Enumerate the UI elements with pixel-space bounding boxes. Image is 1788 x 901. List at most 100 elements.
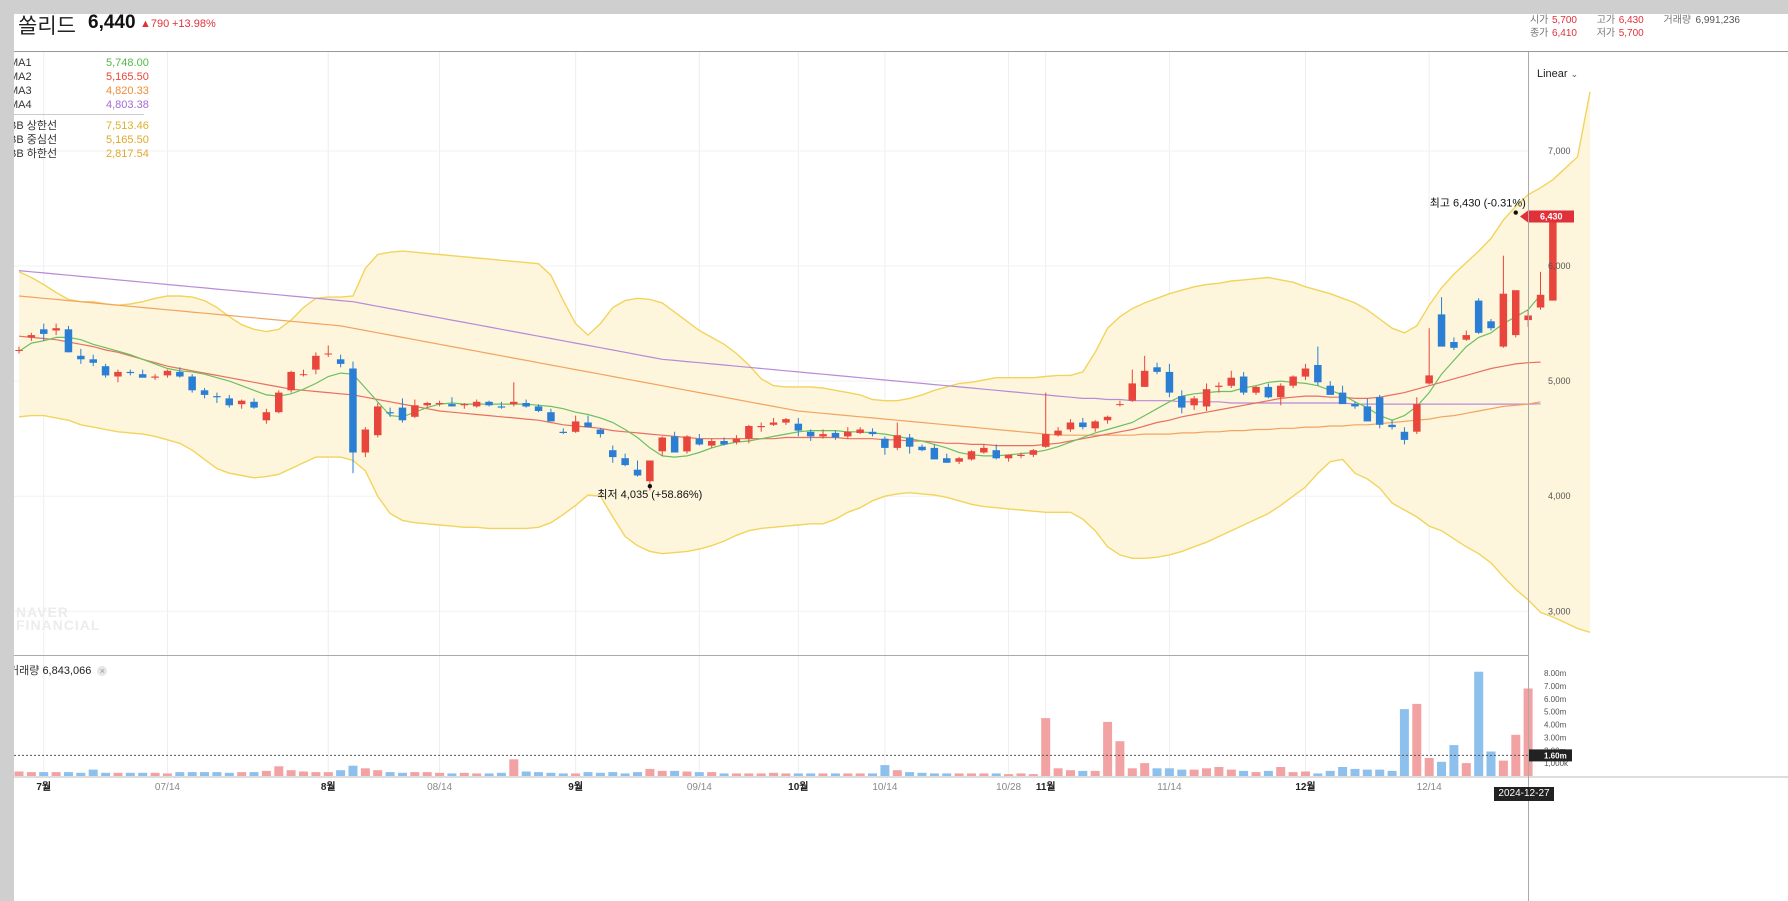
- legend-ma3[interactable]: MA3 4,820.33: [14, 84, 154, 98]
- candle-body: [782, 419, 790, 423]
- x-tick-label: 09/14: [687, 782, 712, 793]
- price-chart[interactable]: 최고 6,430 (-0.31%) 최저 4,035 (+58.86%) 3,000…: [14, 14, 1788, 901]
- legend-bb-upper[interactable]: BB 상한선 7,513.46: [14, 119, 154, 133]
- x-tick-label: 07/14: [155, 782, 180, 793]
- x-tick-label: 9월: [568, 781, 583, 793]
- volume-bar: [608, 772, 618, 776]
- y-tick-label: 7,000: [1548, 146, 1571, 156]
- candle-body: [89, 359, 97, 363]
- volume-bar: [732, 773, 741, 776]
- candle-body: [1425, 375, 1433, 384]
- candle-body: [349, 368, 357, 453]
- x-tick-label: 10월: [788, 781, 808, 793]
- candle-body: [1252, 386, 1260, 393]
- legend-ma3-name: MA3: [14, 85, 32, 97]
- volume-bar: [1474, 671, 1484, 776]
- volume-bar: [459, 772, 469, 776]
- candle-body: [435, 403, 444, 405]
- candle-body: [1437, 314, 1446, 347]
- candle-body: [1017, 454, 1025, 456]
- legend-ma1[interactable]: MA1 5,748.00: [14, 56, 154, 70]
- candle-body: [633, 469, 642, 476]
- candle-body: [1227, 377, 1235, 386]
- volume-bar: [1127, 768, 1137, 776]
- candle-body: [1314, 365, 1322, 383]
- candle-body: [955, 458, 963, 462]
- legend-bb-lower[interactable]: BB 하한선 2,817.54: [14, 147, 154, 161]
- legend-bb-upper-value: 7,513.46: [106, 120, 149, 132]
- candle-body: [745, 426, 753, 439]
- close-icon[interactable]: ×: [97, 666, 108, 676]
- candle-body: [275, 392, 283, 413]
- candle-body: [1549, 218, 1557, 301]
- x-tick-label: 12/14: [1417, 782, 1442, 793]
- legend-ma2[interactable]: MA2 5,165.50: [14, 70, 154, 84]
- panel-divider[interactable]: [14, 655, 1528, 656]
- x-tick-label: 8월: [321, 781, 336, 793]
- ma4-line: [18, 270, 1541, 405]
- candle-body: [101, 366, 110, 376]
- volume-bar: [212, 772, 222, 776]
- candle-body: [250, 401, 258, 408]
- ma3-line: [18, 295, 1541, 436]
- volume-bar: [880, 765, 890, 776]
- volume-bar: [657, 770, 667, 776]
- volume-bar: [249, 772, 259, 776]
- naver-financial-watermark: NAVER FINANCIAL: [16, 604, 100, 632]
- candle-body: [287, 371, 295, 391]
- volume-bar: [929, 773, 939, 776]
- candle-body: [559, 431, 567, 433]
- candle-body: [299, 374, 308, 376]
- candle-body: [1375, 397, 1384, 425]
- volume-bar: [595, 772, 605, 776]
- candle-body: [1178, 396, 1186, 408]
- candle-body: [138, 374, 147, 378]
- candle-body: [1264, 386, 1273, 398]
- last-price-tag: [1520, 210, 1574, 223]
- volume-bar: [398, 772, 407, 776]
- candle-body: [1388, 424, 1396, 428]
- candle-body: [1215, 385, 1223, 387]
- candle-body: [1054, 430, 1062, 436]
- volume-bar: [472, 773, 482, 776]
- volume-bar: [422, 772, 432, 776]
- volume-bar: [200, 772, 209, 776]
- volume-bar: [336, 770, 346, 776]
- volume-bar: [682, 771, 692, 776]
- volume-bar: [1202, 768, 1211, 776]
- candle-body: [1128, 383, 1136, 401]
- stock-header: 쏠리드 6,440 ▲790 +13.98% 시가 5,700 고가 6,430 거…: [14, 14, 1788, 52]
- watermark-line-1: NAVER: [16, 604, 69, 620]
- volume-bar: [1251, 772, 1261, 776]
- volume-bar: [496, 772, 506, 776]
- candle-body: [448, 404, 456, 407]
- volume-bar: [1350, 768, 1360, 776]
- candle-body: [1536, 294, 1545, 308]
- candle-body: [980, 447, 988, 453]
- volume-bar: [633, 772, 642, 776]
- candle-body: [621, 458, 629, 466]
- volume-tick-label: 7.00m: [1544, 682, 1567, 691]
- candle-body: [571, 421, 580, 432]
- volume-bar: [175, 772, 185, 776]
- scale-selector[interactable]: Linear ⌄: [1537, 68, 1578, 80]
- volume-tick-label: 5.00m: [1544, 708, 1567, 717]
- legend-bb-middle[interactable]: BB 중심선 5,165.50: [14, 133, 154, 147]
- x-tick-label: 11/14: [1157, 782, 1182, 793]
- low-value: 5,700: [1618, 28, 1644, 39]
- legend-bb-middle-name: BB 중심선: [14, 134, 58, 146]
- candle-body: [683, 436, 691, 452]
- volume-bar: [311, 772, 321, 776]
- volume-bar: [76, 772, 86, 776]
- candle-body: [522, 403, 530, 407]
- legend-divider: [14, 114, 144, 115]
- volume-bar: [1004, 774, 1014, 776]
- candle-body: [1326, 385, 1334, 395]
- high-label: 고가: [1596, 15, 1616, 26]
- volume-bar: [781, 773, 791, 776]
- legend-ma4[interactable]: MA4 4,803.38: [14, 98, 154, 112]
- candle-body: [1487, 321, 1495, 329]
- volume-bar: [1263, 770, 1273, 776]
- candle-body: [1202, 389, 1211, 407]
- volume-bar: [410, 772, 420, 776]
